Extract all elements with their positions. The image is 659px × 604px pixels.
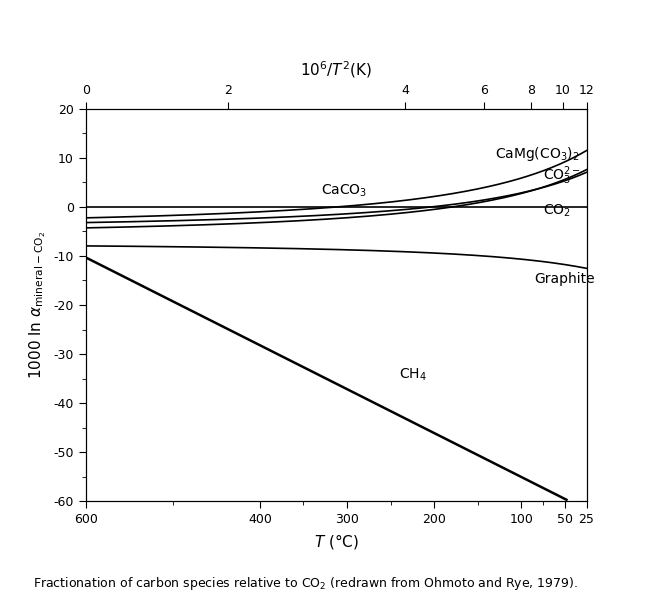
X-axis label: $T$ (°C): $T$ (°C) — [314, 532, 358, 551]
Text: Graphite: Graphite — [534, 272, 595, 286]
Text: CO$_2$: CO$_2$ — [543, 202, 571, 219]
Text: CH$_4$: CH$_4$ — [399, 367, 427, 383]
Y-axis label: 1000 ln $\alpha_{\rm mineral-CO_2}$: 1000 ln $\alpha_{\rm mineral-CO_2}$ — [27, 231, 48, 379]
Text: CO$_3^{2-}$: CO$_3^{2-}$ — [543, 164, 581, 187]
Text: CaMg(CO$_3$)$_2$: CaMg(CO$_3$)$_2$ — [495, 145, 579, 163]
Text: Fractionation of carbon species relative to CO$_2$ (redrawn from Ohmoto and Rye,: Fractionation of carbon species relative… — [33, 575, 578, 592]
Text: CaCO$_3$: CaCO$_3$ — [321, 182, 367, 199]
X-axis label: $10^6/T^2$(K): $10^6/T^2$(K) — [300, 59, 372, 80]
